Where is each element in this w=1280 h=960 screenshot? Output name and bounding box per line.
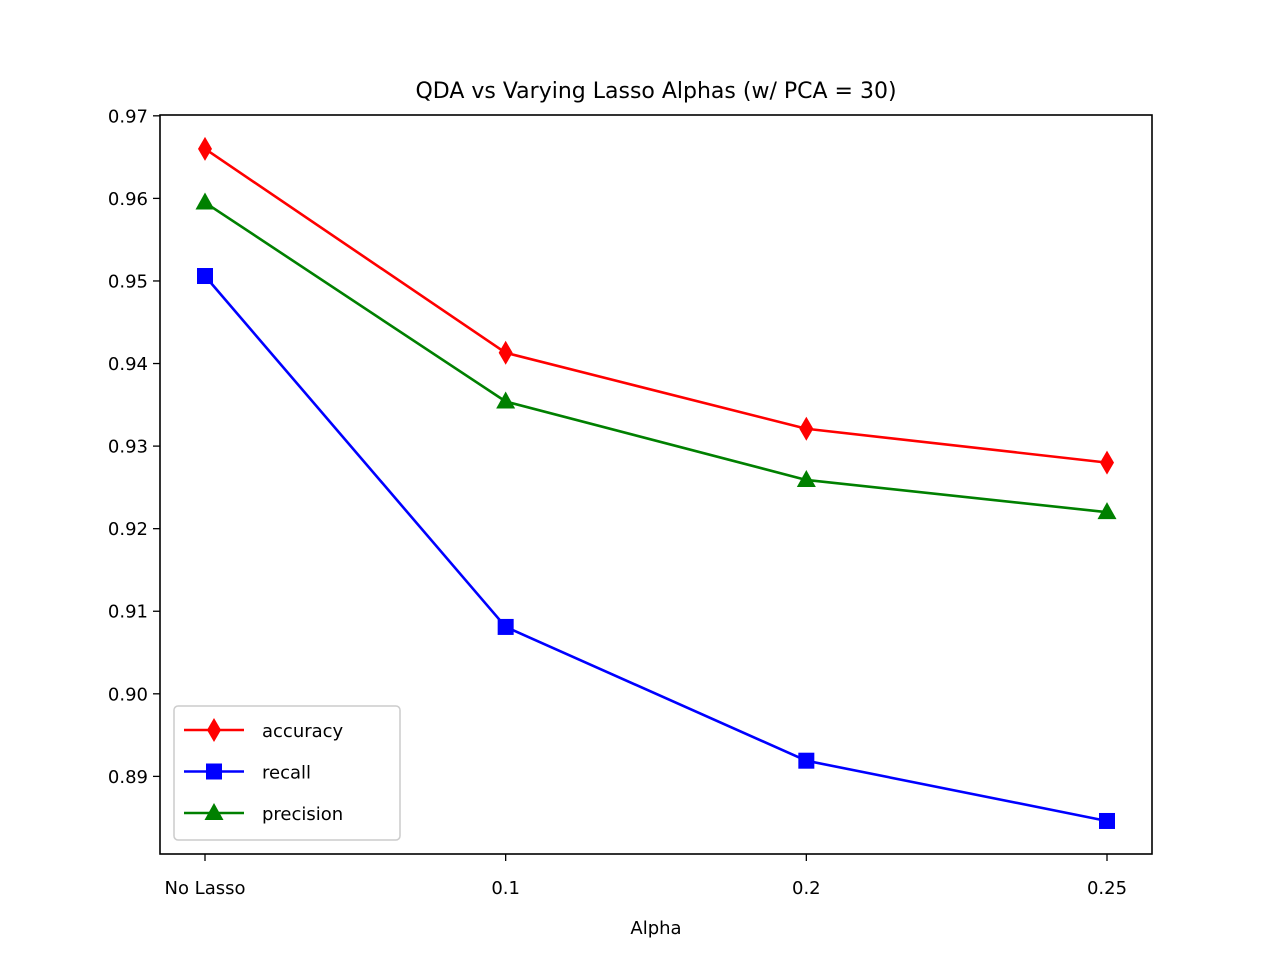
y-axis: 0.89 0.90 0.91 0.92 0.93 0.94 0.95 0.96 0.97	[108, 106, 160, 788]
y-tick-label: 0.94	[108, 354, 148, 375]
accuracy-point	[1100, 450, 1114, 475]
recall-point	[497, 618, 514, 635]
legend-marker	[206, 763, 222, 780]
recall-point	[798, 752, 815, 769]
accuracy-point	[198, 136, 212, 161]
chart-title: QDA vs Varying Lasso Alphas (w/ PCA = 30…	[415, 79, 896, 104]
y-tick-label: 0.92	[108, 519, 148, 540]
y-tick-label: 0.91	[108, 602, 148, 623]
legend-label: recall	[262, 763, 311, 784]
y-tick-label: 0.97	[108, 106, 148, 127]
series-layer	[195, 136, 1117, 829]
y-tick-label: 0.93	[108, 437, 148, 458]
x-tick-label: 0.2	[792, 878, 821, 899]
precision-point	[195, 192, 215, 210]
x-axis: No Lasso 0.1 0.2 0.25	[164, 854, 1127, 899]
recall-point	[197, 268, 213, 285]
precision-point	[1097, 502, 1117, 520]
legend-entry-recall: recall	[184, 763, 311, 784]
precision-point	[796, 469, 816, 487]
accuracy-point	[799, 416, 814, 441]
accuracy-line	[204, 147, 1108, 464]
precision-line	[204, 201, 1108, 514]
legend-entry-precision: precision	[184, 803, 343, 825]
precision-point	[496, 391, 516, 409]
legend-entries: accuracy recall precision	[184, 718, 344, 825]
y-tick-label: 0.95	[108, 271, 148, 292]
x-tick-label: 0.1	[491, 878, 520, 899]
series-precision	[195, 192, 1117, 520]
recall-point	[1099, 812, 1115, 829]
recall-line	[204, 275, 1108, 823]
axes-frame	[159, 114, 1153, 855]
legend: accuracy recall precision	[173, 705, 401, 841]
legend-marker	[204, 803, 224, 820]
plot-area	[159, 114, 1153, 855]
x-tick-label: 0.25	[1087, 878, 1127, 899]
legend-label: accuracy	[262, 721, 344, 742]
legend-entry-accuracy: accuracy	[184, 718, 344, 742]
y-tick-label: 0.96	[108, 189, 148, 210]
y-tick-label: 0.89	[108, 767, 148, 788]
series-recall	[197, 268, 1115, 829]
legend-marker	[207, 718, 221, 742]
x-tick-label: No Lasso	[164, 878, 245, 899]
legend-label: precision	[262, 804, 343, 825]
series-accuracy	[198, 136, 1114, 475]
y-tick-label: 0.90	[108, 684, 148, 705]
accuracy-point	[498, 340, 513, 365]
legend-box	[173, 705, 401, 841]
x-axis-label: Alpha	[630, 918, 681, 939]
